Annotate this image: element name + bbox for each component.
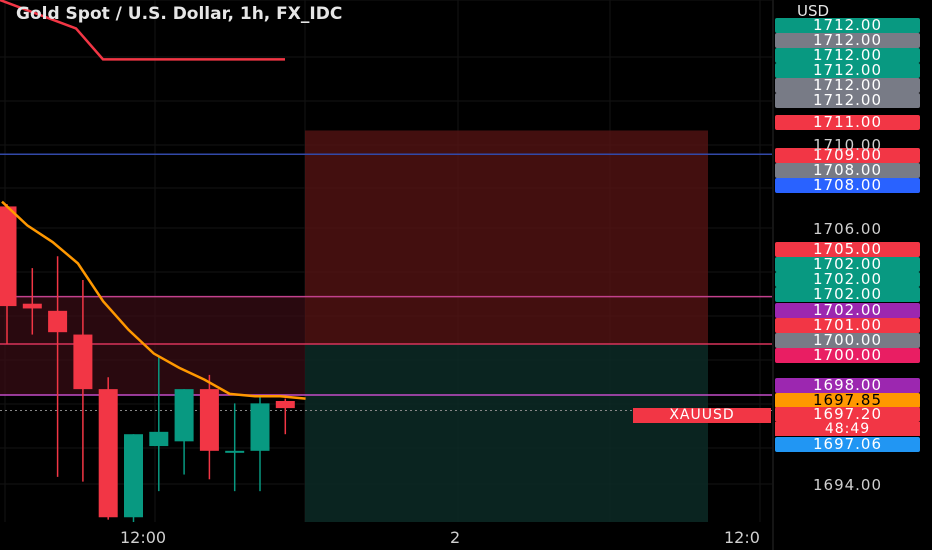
candle-body xyxy=(149,431,169,447)
price-label: 1705.00 xyxy=(775,242,920,257)
axis-tick-1706: 1706.00 xyxy=(812,220,883,238)
candle-body xyxy=(250,403,270,451)
resistance-line xyxy=(0,0,285,61)
chart-title: Gold Spot / U.S. Dollar, 1h, FX_IDC xyxy=(16,4,343,24)
candle-body xyxy=(275,400,295,409)
price-label: 1697.06 xyxy=(775,437,920,452)
price-label: 1712.00 xyxy=(775,78,920,93)
price-label: 1700.00 xyxy=(775,348,920,363)
price-label: 1711.00 xyxy=(775,115,920,130)
price-label: 1708.00 xyxy=(775,178,920,193)
price-label: 1709.00 xyxy=(775,148,920,163)
moving-average-line xyxy=(1,200,306,400)
axis-tick-1694: 1694.00 xyxy=(812,476,883,494)
price-label: 1697.20 xyxy=(775,407,920,422)
bar-countdown: 48:49 xyxy=(775,422,920,436)
x-tick-1200b: 12:0 xyxy=(724,528,760,547)
price-label: 1702.00 xyxy=(775,257,920,272)
price-label: 1712.00 xyxy=(775,63,920,78)
candle-body xyxy=(98,389,118,518)
price-label: 1712.00 xyxy=(775,33,920,48)
price-label: 1700.00 xyxy=(775,333,920,348)
candle-body xyxy=(225,450,245,453)
price-label: 1702.00 xyxy=(775,303,920,318)
candle-body xyxy=(174,389,194,442)
currency-label[interactable]: USD xyxy=(797,2,830,20)
stop-zone xyxy=(305,130,708,345)
price-label: 1702.00 xyxy=(775,287,920,302)
candle-body xyxy=(22,303,42,309)
price-label: 1708.00 xyxy=(775,163,920,178)
candle-body xyxy=(124,434,143,518)
price-label: 1701.00 xyxy=(775,318,920,333)
candle-body xyxy=(73,334,93,390)
x-tick-2: 2 xyxy=(450,528,461,547)
price-label: 1702.00 xyxy=(775,272,920,287)
candle-body xyxy=(48,310,68,333)
target-zone xyxy=(305,344,708,522)
axis-tick-1710: 1710.00 xyxy=(812,136,883,154)
candle-body xyxy=(0,206,17,307)
price-label: 1712.00 xyxy=(775,18,920,33)
zone-left xyxy=(0,296,305,396)
symbol-label: XAUUSD xyxy=(633,408,771,423)
candle-body xyxy=(199,389,219,451)
price-label: 1698.00 xyxy=(775,378,920,393)
price-label: 1712.00 xyxy=(775,93,920,108)
price-label: 1697.85 xyxy=(775,393,920,408)
price-label: 1712.00 xyxy=(775,48,920,63)
x-tick-1200: 12:00 xyxy=(120,528,167,547)
